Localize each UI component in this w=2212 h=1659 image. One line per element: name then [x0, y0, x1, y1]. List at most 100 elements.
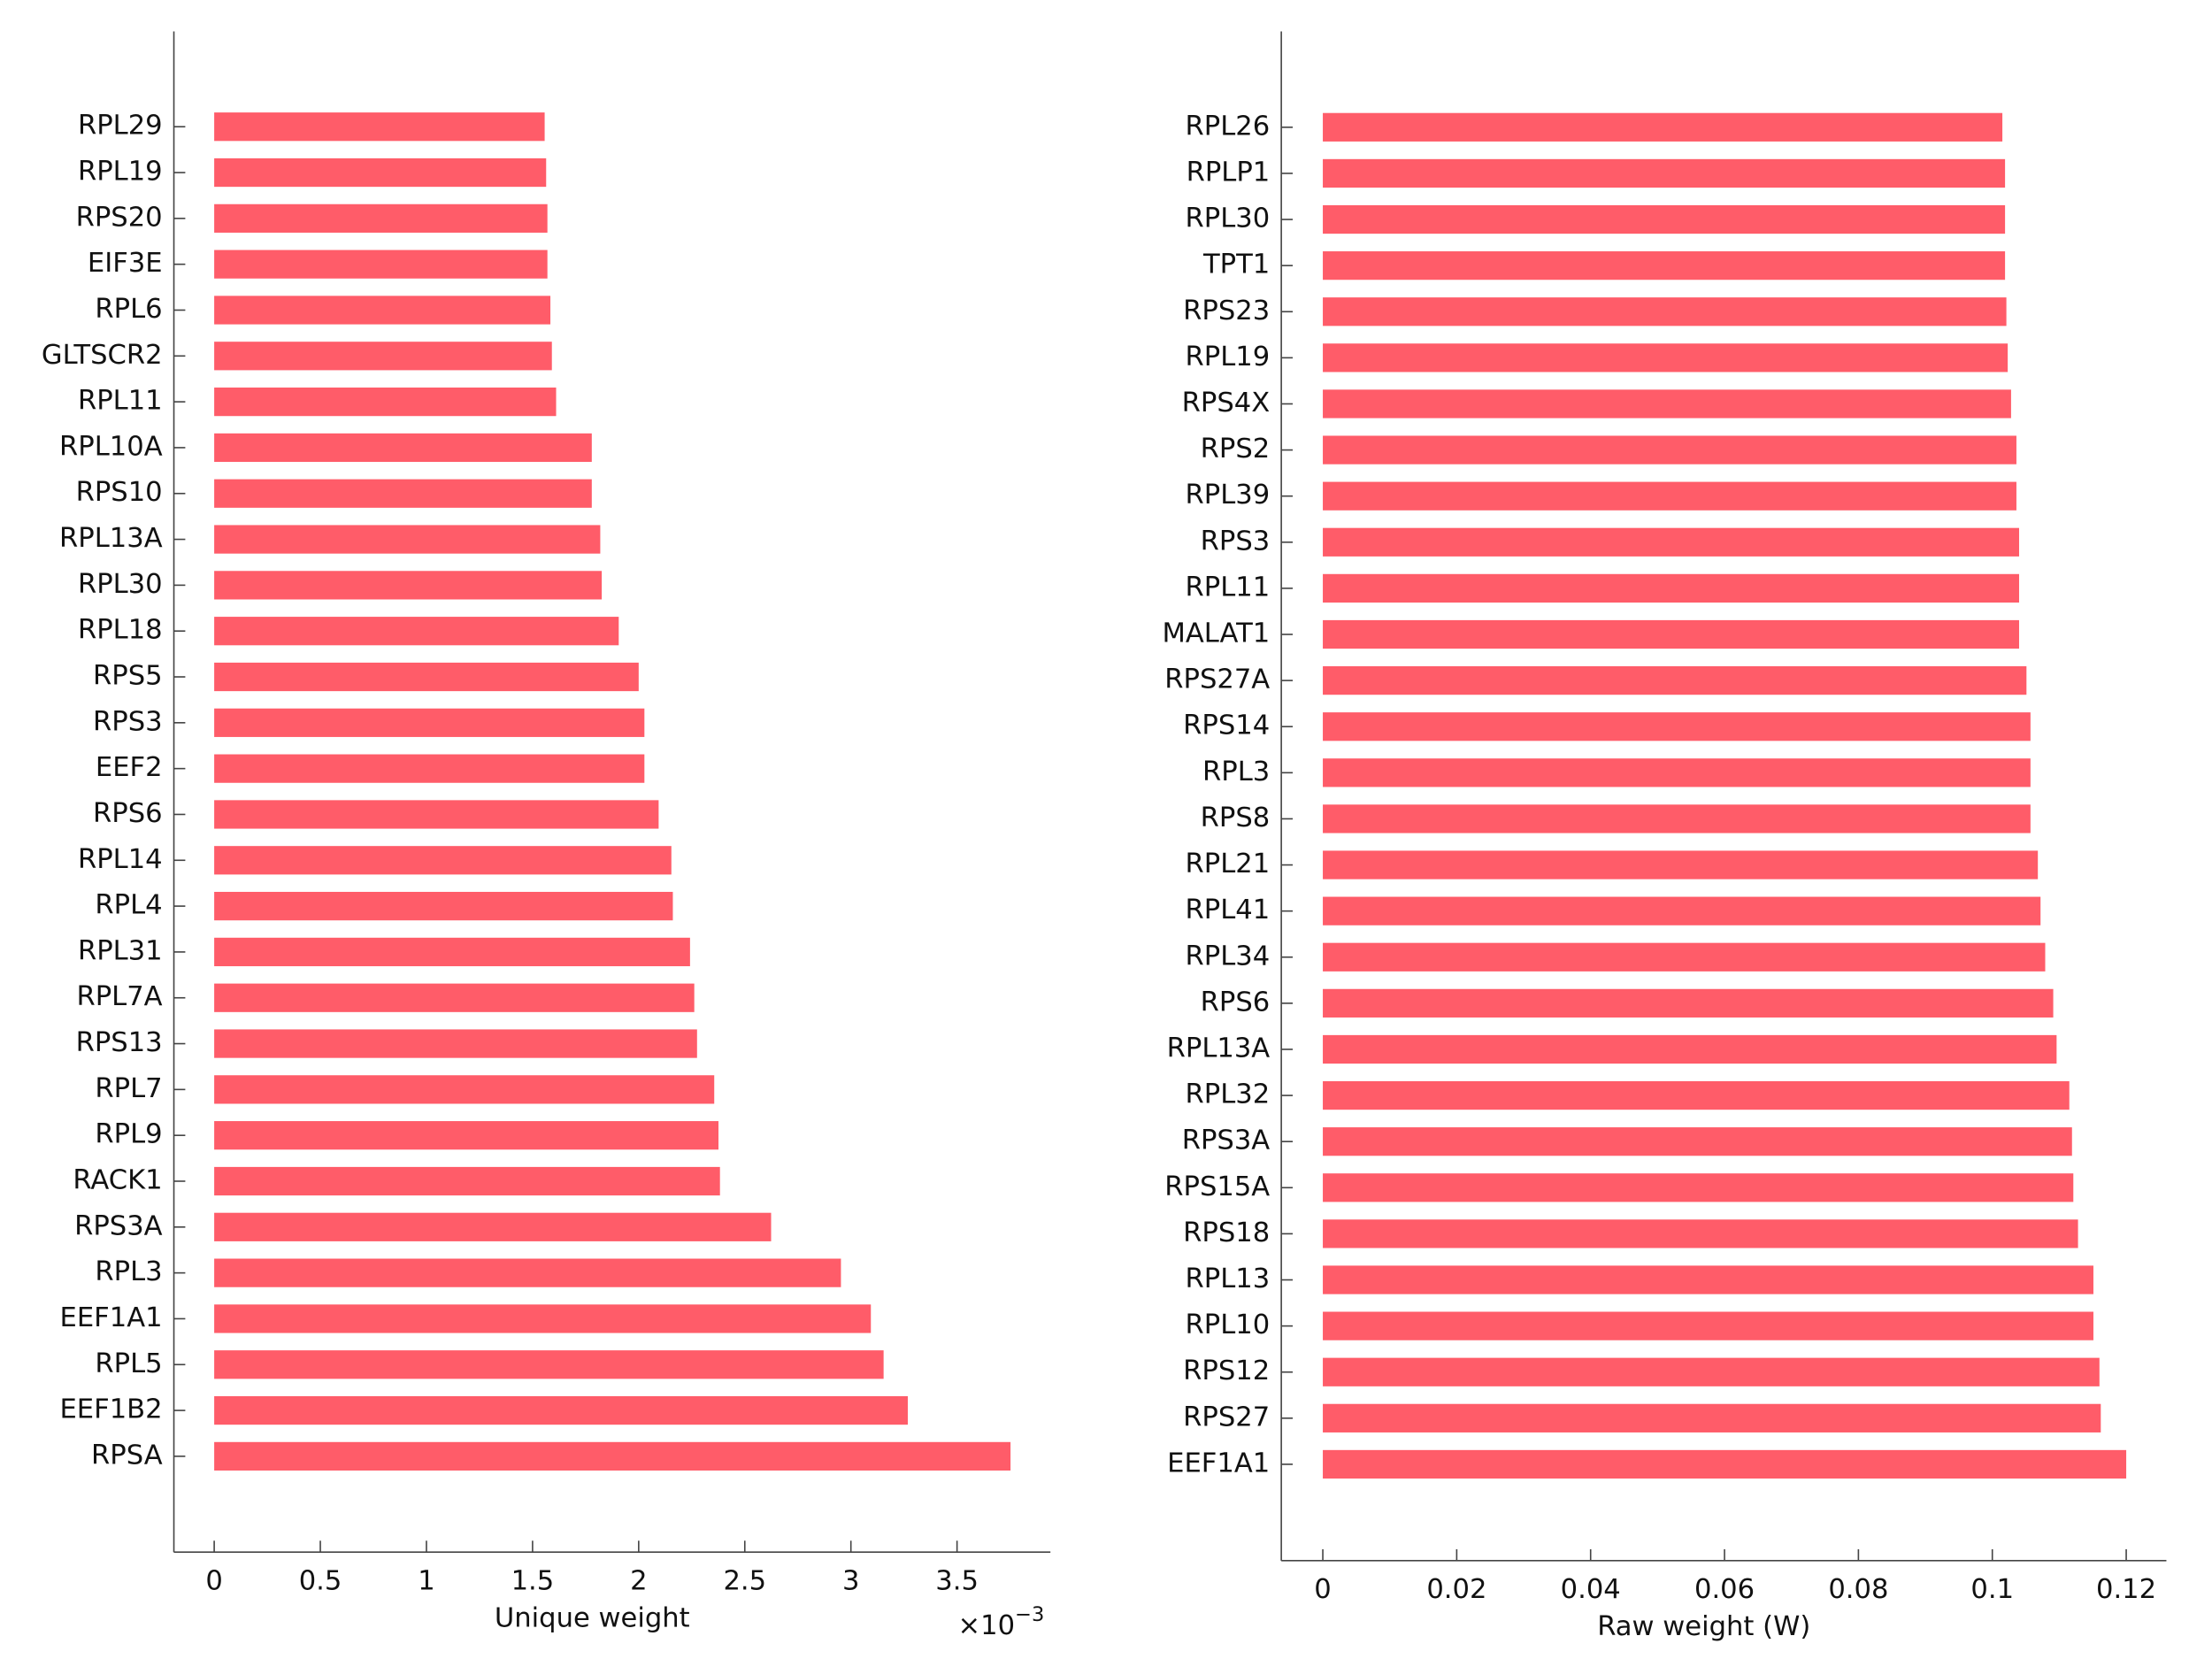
y-tick-label: RPS3 [1201, 526, 1271, 557]
bar [1323, 1449, 2127, 1479]
x-tick-label: 0.5 [299, 1566, 342, 1597]
y-tick-label: RPL30 [1186, 204, 1271, 234]
bar [1323, 666, 2027, 695]
y-tick-label: EEF2 [96, 752, 163, 783]
bar [1323, 527, 2019, 557]
x-axis-label: Unique weight [495, 1602, 690, 1633]
y-tick-label: RPS10 [76, 477, 163, 508]
x-tick-label: 2 [630, 1566, 647, 1597]
y-tick-label: RPL5 [95, 1348, 162, 1379]
bar [214, 617, 619, 646]
bar [1323, 435, 2016, 465]
y-tick-label: RPL9 [95, 1119, 162, 1150]
bar [1323, 573, 2019, 603]
y-tick-label: RPL7A [76, 981, 162, 1012]
y-tick-label: RPL29 [78, 111, 163, 142]
bar [214, 846, 672, 875]
y-tick-label: RPL41 [1186, 895, 1271, 926]
y-tick-label: RPL3 [1202, 757, 1270, 787]
bar [214, 479, 592, 508]
bar [214, 1304, 872, 1333]
x-tick-label: 0.1 [1970, 1574, 2014, 1605]
bar [1323, 712, 2031, 741]
y-tick-label: RPS12 [1183, 1356, 1270, 1386]
bar [1323, 343, 2008, 373]
y-tick-label: RPS27A [1164, 664, 1270, 695]
y-tick-label: GLTSCR2 [42, 340, 163, 371]
y-tick-label: RACK1 [73, 1164, 162, 1195]
y-tick-label: RPL13 [1186, 1263, 1271, 1294]
bar [214, 1121, 719, 1150]
x-tick-label: 2.5 [723, 1566, 766, 1597]
bar [1323, 1357, 2100, 1386]
bar [214, 1029, 697, 1058]
y-tick-label: RPL13A [1167, 1033, 1271, 1064]
bar [1323, 481, 2016, 511]
bar [214, 708, 645, 737]
y-tick-label: RPL11 [1186, 572, 1271, 603]
bar [1323, 297, 2007, 326]
bar [214, 433, 592, 463]
y-tick-label: RPS3 [93, 706, 163, 737]
y-tick-label: RPL26 [1186, 111, 1271, 142]
y-tick-label: RPL10A [59, 431, 163, 462]
y-tick-label: RPS2 [1201, 434, 1271, 465]
y-tick-label: RPL11 [78, 386, 163, 417]
bar [214, 1350, 884, 1379]
x-tick-label: 0.12 [2096, 1574, 2156, 1605]
x-axis-label: Raw weight (W) [1597, 1611, 1810, 1642]
x-tick-label: 1.5 [511, 1566, 555, 1597]
bar [214, 1075, 715, 1104]
y-tick-label: EIF3E [88, 248, 163, 279]
bar [214, 204, 548, 233]
bar [1323, 251, 2006, 280]
bar [214, 937, 690, 967]
y-tick-label: RPL14 [78, 844, 163, 875]
x-tick-label: 1 [418, 1566, 434, 1597]
y-tick-label: RPL39 [1186, 480, 1271, 511]
bar [1323, 804, 2031, 833]
bar [214, 1258, 841, 1287]
bar [1323, 389, 2011, 419]
y-tick-label: MALAT1 [1162, 618, 1270, 649]
bar [214, 525, 601, 554]
bar [214, 296, 551, 325]
y-tick-label: RPLP1 [1187, 157, 1271, 188]
y-tick-label: RPSA [91, 1440, 163, 1471]
bar [214, 800, 659, 829]
y-tick-label: RPL10 [1186, 1310, 1271, 1340]
y-tick-label: RPS18 [1183, 1217, 1270, 1248]
bar [1323, 1127, 2072, 1156]
y-tick-label: EEF1B2 [59, 1394, 162, 1425]
y-tick-label: RPS13 [76, 1027, 163, 1058]
bar [1323, 1080, 2070, 1110]
bar [214, 157, 547, 188]
y-tick-label: RPS8 [1201, 803, 1271, 833]
bar [214, 754, 645, 783]
x-tick-label: 0.06 [1694, 1574, 1755, 1605]
bar [214, 388, 557, 417]
bar [1323, 1219, 2078, 1248]
y-tick-label: RPS23 [1183, 296, 1270, 326]
x-scale-exponent: −3 [1015, 1603, 1044, 1626]
x-tick-label: 0.04 [1561, 1574, 1621, 1605]
bar [1323, 1034, 2057, 1064]
x-tick-label: 3 [842, 1566, 859, 1597]
x-tick-label: 0.02 [1426, 1574, 1486, 1605]
y-tick-label: RPL19 [78, 157, 163, 188]
bar [214, 891, 673, 921]
bar [1323, 1173, 2074, 1202]
bar [214, 1395, 908, 1425]
bar [1323, 1403, 2101, 1432]
y-tick-label: RPS20 [76, 202, 163, 233]
bar [1323, 988, 2054, 1018]
bar [1323, 158, 2006, 188]
bar [1323, 942, 2046, 972]
bar [214, 571, 603, 600]
y-tick-label: RPL19 [1186, 342, 1271, 373]
y-tick-label: RPL7 [95, 1073, 162, 1104]
bar [1323, 112, 2003, 142]
bar [1323, 758, 2031, 787]
bar [1323, 204, 2006, 234]
y-tick-label: RPL30 [78, 569, 163, 600]
